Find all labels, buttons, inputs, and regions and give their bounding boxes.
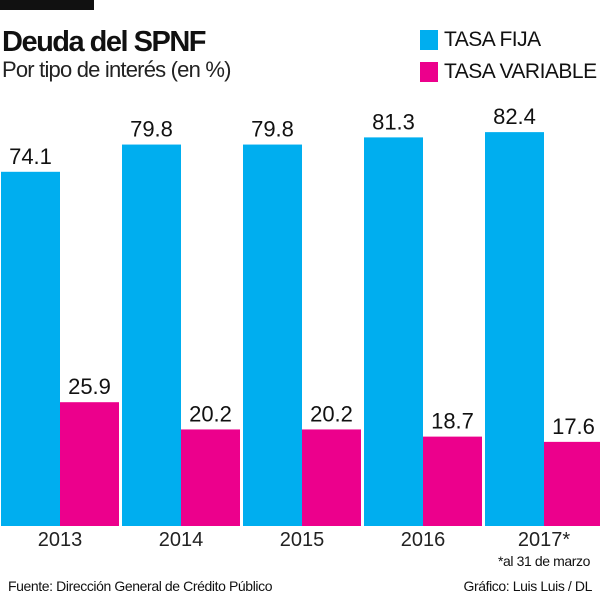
bar-tasa-fija-1 xyxy=(122,144,181,526)
header-accent-bar xyxy=(0,0,94,10)
data-label-tasa-fija-4: 82.4 xyxy=(493,104,536,129)
x-tick-label-2: 2015 xyxy=(280,529,325,551)
footnote: *al 31 de marzo xyxy=(497,553,590,569)
bar-tasa-fija-0 xyxy=(1,171,60,526)
x-tick-label-3: 2016 xyxy=(401,529,446,551)
legend-label: TASA VARIABLE xyxy=(444,60,597,83)
data-label-tasa-variable-2: 20.2 xyxy=(310,401,353,426)
legend-item-tasa-fija: TASA FIJA xyxy=(420,28,541,52)
data-label-tasa-variable-1: 20.2 xyxy=(189,401,232,426)
legend-swatch-tasa-fija xyxy=(420,30,438,50)
bar-tasa-fija-3 xyxy=(364,137,423,527)
bar-tasa-variable-3 xyxy=(423,436,482,526)
data-label-tasa-fija-3: 81.3 xyxy=(372,109,415,134)
data-label-tasa-variable-0: 25.9 xyxy=(68,374,111,399)
chart-title: Deuda del SPNF xyxy=(2,26,207,58)
bar-tasa-variable-0 xyxy=(60,402,119,526)
bar-tasa-fija-2 xyxy=(243,144,302,526)
legend-swatch-tasa-variable xyxy=(420,62,438,82)
bar-tasa-variable-1 xyxy=(181,429,240,526)
bar-tasa-variable-4 xyxy=(544,441,600,526)
bar-tasa-fija-4 xyxy=(485,132,544,527)
data-label-tasa-variable-3: 18.7 xyxy=(431,409,474,434)
data-label-tasa-fija-1: 79.8 xyxy=(130,117,173,142)
data-label-tasa-variable-4: 17.6 xyxy=(552,414,595,439)
source-text: Fuente: Dirección General de Crédito Púb… xyxy=(8,578,273,594)
x-tick-label-0: 2013 xyxy=(38,529,83,551)
x-tick-label-1: 2014 xyxy=(159,529,204,551)
legend-label: TASA FIJA xyxy=(444,28,541,51)
data-label-tasa-fija-0: 74.1 xyxy=(9,144,52,169)
credit-text: Gráfico: Luis Luis / DL xyxy=(463,578,592,594)
legend-item-tasa-variable: TASA VARIABLE xyxy=(420,60,597,84)
x-tick-label-4: 2017* xyxy=(518,529,570,551)
chart-subtitle: Por tipo de interés (en %) xyxy=(2,57,231,82)
data-label-tasa-fija-2: 79.8 xyxy=(251,117,294,142)
bar-tasa-variable-2 xyxy=(302,429,361,526)
